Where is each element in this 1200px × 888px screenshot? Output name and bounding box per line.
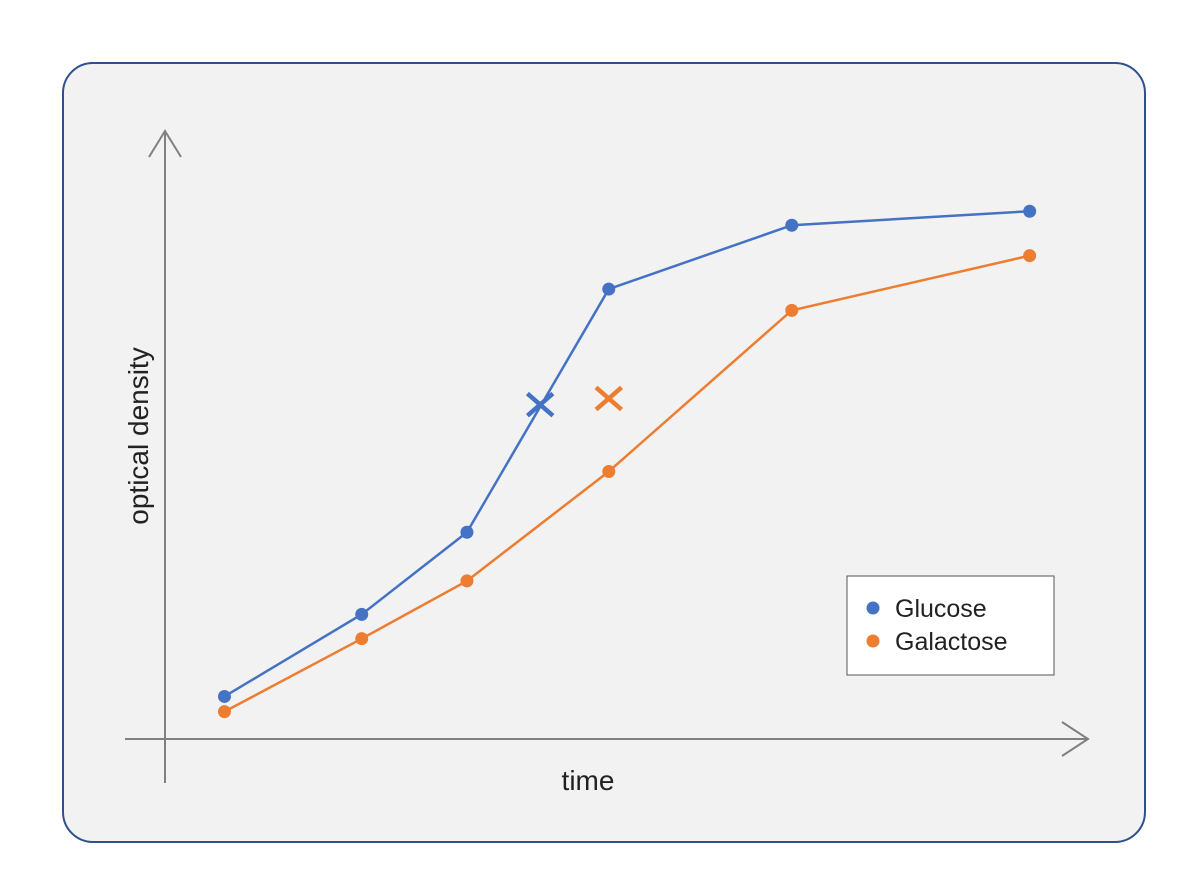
legend: Glucose Galactose [846, 575, 1055, 676]
legend-marker-galactose [866, 634, 880, 648]
legend-marker-glucose [866, 601, 880, 615]
data-point-galactose-3 [602, 464, 616, 478]
y-axis-arrowhead [148, 129, 182, 158]
data-point-glucose-3 [602, 282, 616, 296]
cross-marker-glucose [525, 391, 555, 418]
cross-marker-galactose [594, 385, 623, 412]
data-point-glucose-4 [785, 218, 799, 232]
data-point-glucose-5 [1023, 204, 1037, 218]
legend-label-galactose: Galactose [895, 628, 1008, 656]
series-layer [217, 204, 1037, 719]
x-axis [125, 721, 1090, 757]
chart-frame [62, 62, 1146, 843]
data-point-glucose-2 [460, 525, 474, 539]
data-point-galactose-2 [460, 574, 474, 588]
x-axis-arrowhead [1061, 721, 1090, 757]
legend-label-glucose: Glucose [895, 595, 987, 623]
cross-stroke-galactose-1 [594, 385, 623, 412]
series-line-glucose [223, 210, 1030, 698]
data-point-galactose-5 [1023, 249, 1037, 263]
x-axis-title: time [562, 765, 615, 796]
data-point-glucose-0 [217, 689, 231, 703]
legend-box [846, 575, 1055, 676]
data-point-galactose-1 [355, 632, 369, 646]
y-axis-title: optical density [123, 347, 154, 524]
data-point-galactose-4 [785, 303, 799, 317]
y-axis [148, 129, 182, 783]
cross-stroke-glucose-1 [525, 391, 555, 418]
data-point-galactose-0 [217, 705, 231, 719]
series-glucose [217, 204, 1037, 703]
series-line-galactose [223, 254, 1030, 713]
series-galactose [217, 249, 1037, 719]
data-point-glucose-1 [355, 607, 369, 621]
